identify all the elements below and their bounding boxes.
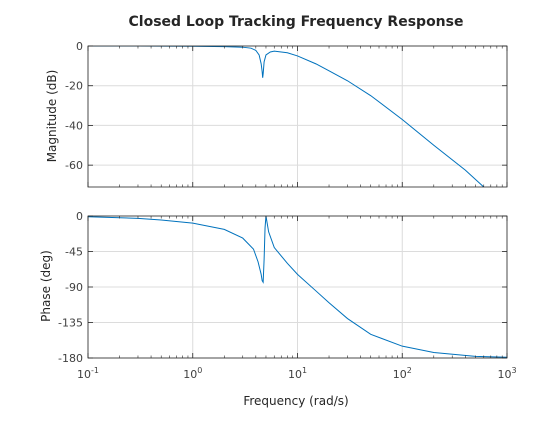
phase-y-tick-label: -135: [58, 317, 83, 330]
x-tick-label: 100: [183, 366, 202, 381]
y-axis-label-magnitude: Magnitude (dB): [45, 70, 59, 163]
phase-panel: 0 -45 -90 -135 -180: [58, 210, 508, 365]
phase-series-line: [88, 216, 507, 358]
phase-y-tick-label: -45: [65, 246, 83, 259]
magnitude-y-tick-label: -40: [65, 119, 83, 132]
x-tick-label: 103: [497, 366, 516, 381]
x-tick-label: 101: [288, 366, 307, 381]
phase-y-tick-label: -90: [65, 281, 83, 294]
x-axis-label: Frequency (rad/s): [243, 394, 348, 408]
chart-title: Closed Loop Tracking Frequency Response: [129, 14, 464, 30]
phase-y-tick-label: 0: [76, 210, 83, 223]
x-tick-label: 10-1: [77, 366, 99, 381]
x-tick-labels: 10-1 100 101 102 103: [77, 366, 517, 381]
magnitude-y-tick-label: 0: [76, 40, 83, 53]
y-axis-label-phase: Phase (deg): [39, 250, 53, 322]
magnitude-panel: 0 -20 -40 -60: [65, 40, 508, 188]
x-tick-label: 102: [393, 366, 412, 381]
magnitude-y-tick-label: -20: [65, 80, 83, 93]
magnitude-series-line: [88, 46, 485, 187]
phase-y-tick-label: -180: [58, 352, 83, 365]
magnitude-y-tick-label: -60: [65, 159, 83, 172]
